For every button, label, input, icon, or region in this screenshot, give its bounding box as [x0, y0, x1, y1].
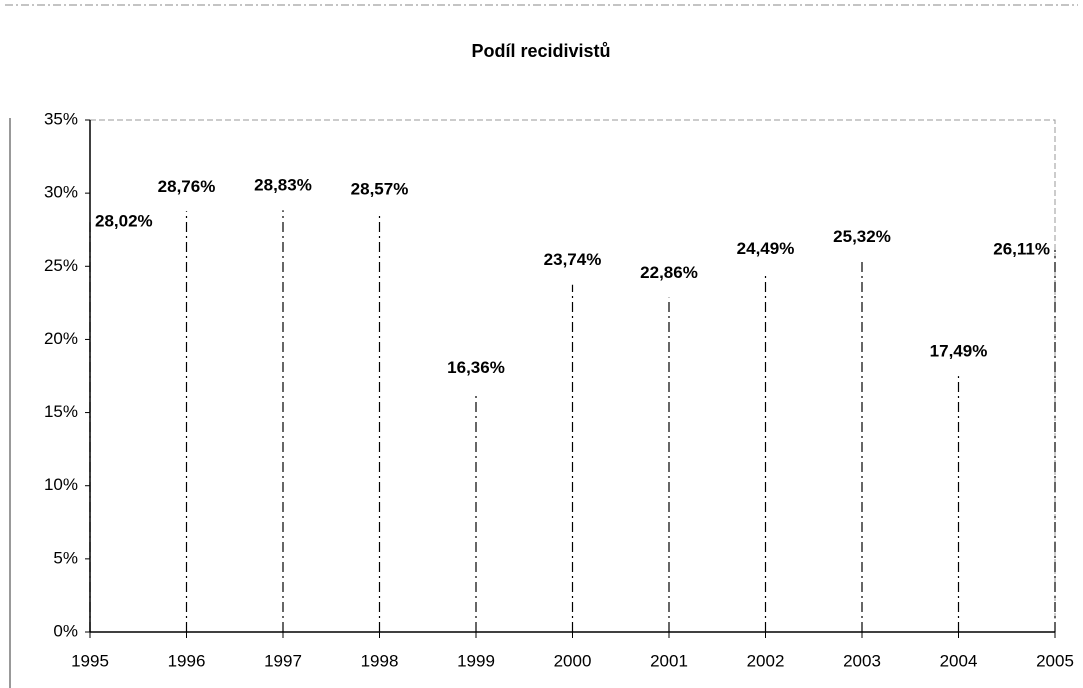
- x-tick-label: 1996: [168, 651, 206, 670]
- y-tick-label: 35%: [44, 109, 78, 128]
- value-label: 17,49%: [930, 342, 988, 361]
- value-label: 28,76%: [158, 177, 216, 196]
- value-label: 16,36%: [447, 358, 505, 377]
- y-tick-label: 0%: [53, 621, 78, 640]
- x-tick-label: 1995: [71, 651, 109, 670]
- value-label: 22,86%: [640, 263, 698, 282]
- y-tick-label: 30%: [44, 183, 78, 202]
- x-tick-label: 1999: [457, 651, 495, 670]
- y-tick-label: 15%: [44, 402, 78, 421]
- value-label: 24,49%: [737, 239, 795, 258]
- chart-title: Podíl recidivistů: [471, 41, 610, 61]
- x-tick-label: 2004: [940, 651, 978, 670]
- value-label: 28,02%: [95, 212, 153, 231]
- x-tick-label: 2001: [650, 651, 688, 670]
- value-label: 28,83%: [254, 176, 312, 195]
- y-tick-label: 5%: [53, 548, 78, 567]
- x-tick-label: 2002: [747, 651, 785, 670]
- x-tick-label: 1997: [264, 651, 302, 670]
- value-label: 28,57%: [351, 180, 409, 199]
- y-tick-label: 25%: [44, 256, 78, 275]
- x-tick-label: 2003: [843, 651, 881, 670]
- value-label: 25,32%: [833, 227, 891, 246]
- x-tick-label: 2000: [554, 651, 592, 670]
- value-label: 26,11%: [993, 240, 1050, 259]
- x-tick-label: 1998: [361, 651, 399, 670]
- value-label: 23,74%: [544, 250, 602, 269]
- x-tick-label: 2005: [1036, 651, 1074, 670]
- y-tick-label: 10%: [44, 475, 78, 494]
- y-tick-label: 20%: [44, 329, 78, 348]
